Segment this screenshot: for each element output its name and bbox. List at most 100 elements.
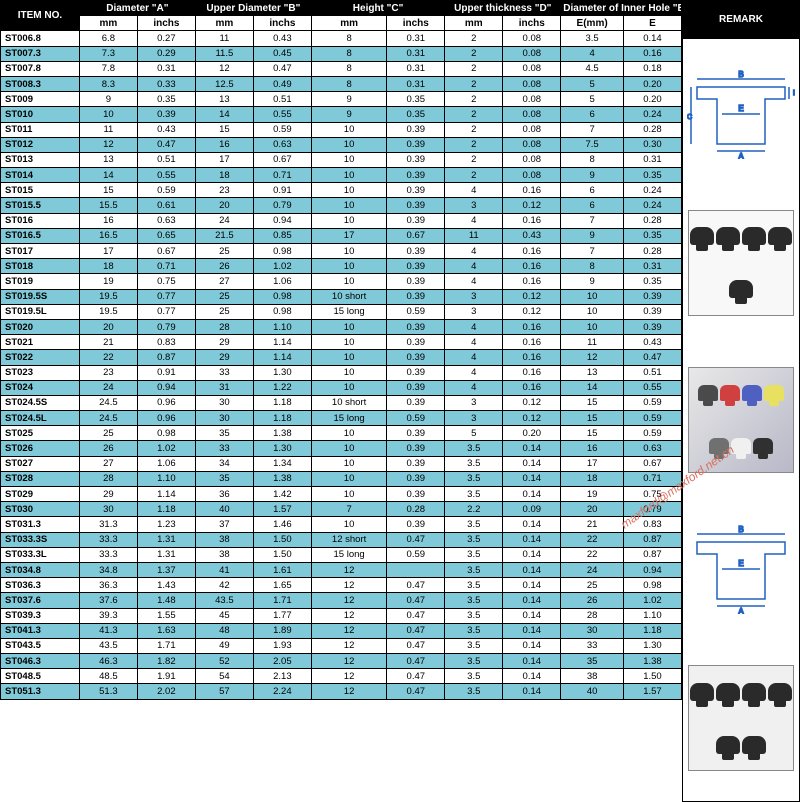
cell-e: 0.83 <box>623 517 681 532</box>
cell-item: ST017 <box>1 244 80 259</box>
cell-a_mm: 15 <box>79 183 137 198</box>
cell-e_mm: 38 <box>561 669 624 684</box>
cell-item: ST007.8 <box>1 61 80 76</box>
remark-body: B E A D C B E A <box>683 39 799 801</box>
cell-e_mm: 10 <box>561 304 624 319</box>
cell-c_in: 0.39 <box>387 350 445 365</box>
cell-d_mm: 2.2 <box>445 502 503 517</box>
cell-item: ST019 <box>1 274 80 289</box>
cell-e: 0.24 <box>623 107 681 122</box>
cell-c_in: 0.31 <box>387 31 445 46</box>
cell-b_in: 0.67 <box>253 152 311 167</box>
cell-b_mm: 20 <box>195 198 253 213</box>
cell-c_mm: 10 <box>311 137 386 152</box>
cell-a_mm: 21 <box>79 335 137 350</box>
cell-b_mm: 36 <box>195 487 253 502</box>
cell-a_in: 1.91 <box>137 669 195 684</box>
cell-c_mm: 8 <box>311 46 386 61</box>
cell-b_in: 1.50 <box>253 547 311 562</box>
cell-a_mm: 12 <box>79 137 137 152</box>
cell-d_in: 0.08 <box>503 31 561 46</box>
table-row: ST020200.79281.10100.3940.16100.39 <box>1 319 682 334</box>
cell-c_in: 0.39 <box>387 244 445 259</box>
cell-e: 0.31 <box>623 259 681 274</box>
cell-d_in: 0.14 <box>503 471 561 486</box>
cell-e: 0.43 <box>623 335 681 350</box>
cell-d_in: 0.14 <box>503 456 561 471</box>
cross-section-diagram-top: B E A D C <box>687 69 795 159</box>
sub-in: inchs <box>253 16 311 31</box>
svg-text:C: C <box>687 114 692 121</box>
cell-item: ST012 <box>1 137 80 152</box>
cell-b_in: 1.02 <box>253 259 311 274</box>
table-row: ST024240.94311.22100.3940.16140.55 <box>1 380 682 395</box>
cell-c_mm: 12 <box>311 593 386 608</box>
cell-item: ST023 <box>1 365 80 380</box>
table-row: ST00990.35130.5190.3520.0850.20 <box>1 92 682 107</box>
cell-a_mm: 19 <box>79 274 137 289</box>
cell-c_in: 0.39 <box>387 517 445 532</box>
cell-a_mm: 36.3 <box>79 578 137 593</box>
cell-e_mm: 11 <box>561 335 624 350</box>
cell-item: ST006.8 <box>1 31 80 46</box>
cell-b_in: 1.14 <box>253 335 311 350</box>
cell-d_in: 0.14 <box>503 638 561 653</box>
cell-a_in: 1.18 <box>137 502 195 517</box>
cell-c_in: 0.35 <box>387 107 445 122</box>
cell-b_in: 1.42 <box>253 487 311 502</box>
cell-c_mm: 10 <box>311 168 386 183</box>
cell-b_in: 0.85 <box>253 228 311 243</box>
table-row: ST016.516.50.6521.50.85170.67110.4390.35 <box>1 228 682 243</box>
cell-c_in: 0.59 <box>387 304 445 319</box>
cell-c_mm: 10 <box>311 274 386 289</box>
cell-item: ST018 <box>1 259 80 274</box>
cell-e_mm: 30 <box>561 623 624 638</box>
cell-a_in: 1.71 <box>137 638 195 653</box>
cell-c_in: 0.39 <box>387 365 445 380</box>
cell-d_in: 0.12 <box>503 395 561 410</box>
cell-c_mm: 17 <box>311 228 386 243</box>
cell-c_in: 0.39 <box>387 456 445 471</box>
cell-c_in: 0.39 <box>387 152 445 167</box>
cell-c_mm: 12 short <box>311 532 386 547</box>
cell-e_mm: 12 <box>561 350 624 365</box>
cell-b_mm: 12.5 <box>195 76 253 91</box>
cell-b_mm: 48 <box>195 623 253 638</box>
cell-e: 0.28 <box>623 244 681 259</box>
cell-e_mm: 6 <box>561 183 624 198</box>
svg-text:A: A <box>738 152 744 159</box>
cell-b_in: 1.34 <box>253 456 311 471</box>
cell-c_in: 0.39 <box>387 198 445 213</box>
cell-e_mm: 40 <box>561 684 624 699</box>
cell-b_in: 0.49 <box>253 76 311 91</box>
cell-a_in: 0.27 <box>137 31 195 46</box>
cell-b_in: 1.77 <box>253 608 311 623</box>
cell-d_in: 0.14 <box>503 547 561 562</box>
cell-c_mm: 10 <box>311 471 386 486</box>
cell-c_in: 0.47 <box>387 623 445 638</box>
cell-a_in: 1.02 <box>137 441 195 456</box>
cell-b_in: 0.71 <box>253 168 311 183</box>
col-dia-a: Diameter "A" <box>79 1 195 16</box>
table-row: ST016160.63240.94100.3940.1670.28 <box>1 213 682 228</box>
table-row: ST007.87.80.31120.4780.3120.084.50.18 <box>1 61 682 76</box>
cell-a_in: 0.59 <box>137 183 195 198</box>
cell-d_mm: 4 <box>445 365 503 380</box>
cell-c_mm: 12 <box>311 623 386 638</box>
cell-e_mm: 6 <box>561 107 624 122</box>
cell-c_mm: 12 <box>311 684 386 699</box>
cell-item: ST039.3 <box>1 608 80 623</box>
cell-e: 0.47 <box>623 350 681 365</box>
cell-item: ST046.3 <box>1 654 80 669</box>
cell-c_mm: 10 <box>311 441 386 456</box>
table-row: ST039.339.31.55451.77120.473.50.14281.10 <box>1 608 682 623</box>
cell-a_mm: 29 <box>79 487 137 502</box>
cell-d_in: 0.20 <box>503 426 561 441</box>
table-row: ST007.37.30.2911.50.4580.3120.0840.16 <box>1 46 682 61</box>
table-body: ST006.86.80.27110.4380.3120.083.50.14ST0… <box>1 31 682 699</box>
cell-a_mm: 22 <box>79 350 137 365</box>
cell-a_in: 1.23 <box>137 517 195 532</box>
cell-c_mm: 12 <box>311 578 386 593</box>
cell-c_mm: 10 <box>311 335 386 350</box>
cell-e: 0.28 <box>623 213 681 228</box>
